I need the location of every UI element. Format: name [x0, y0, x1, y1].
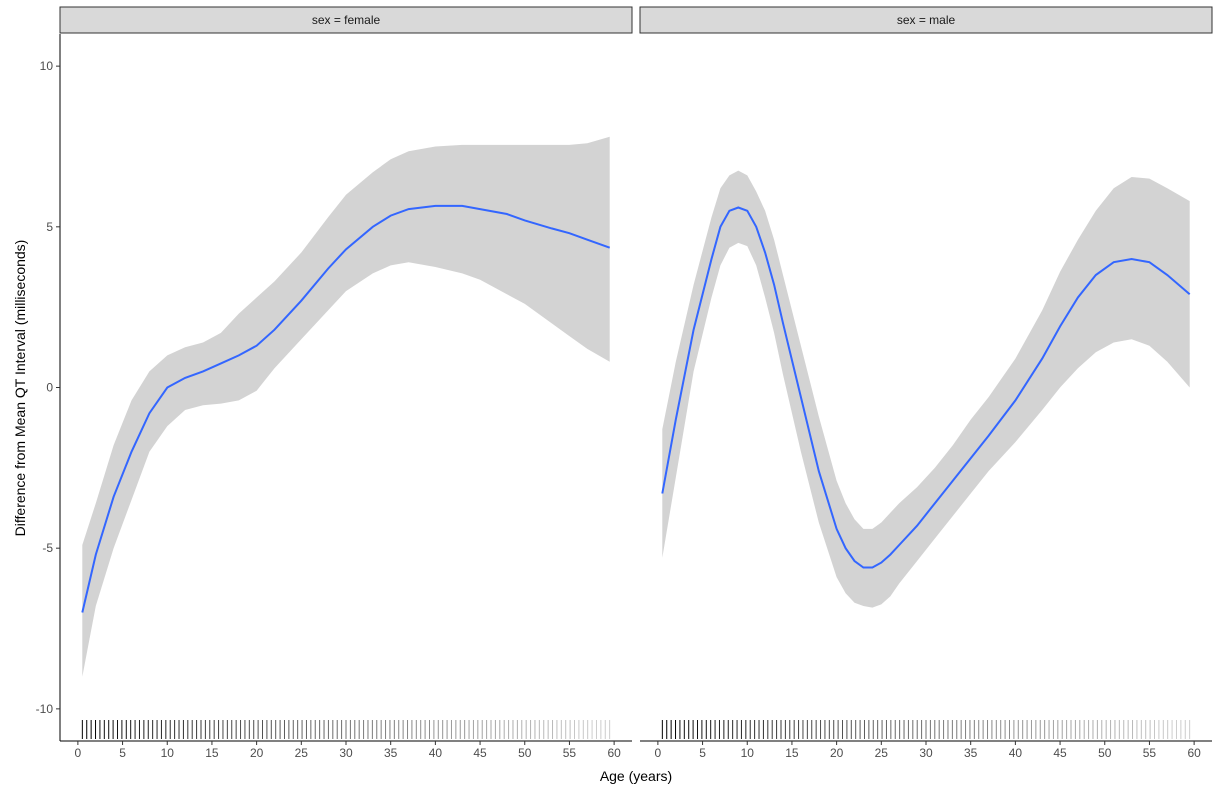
rug: [661, 720, 1191, 739]
x-tick-label: 50: [518, 746, 532, 760]
x-tick-label: 0: [655, 746, 662, 760]
facet-strip-label: sex = male: [897, 13, 956, 27]
x-tick-label: 45: [473, 746, 487, 760]
y-tick-label: -10: [36, 702, 54, 716]
y-tick-label: -5: [42, 541, 53, 555]
confidence-band: [82, 136, 610, 677]
x-tick-label: 20: [250, 746, 264, 760]
smooth-line: [81, 204, 611, 613]
x-axis-title: Age (years): [600, 768, 672, 784]
x-tick-label: 5: [119, 746, 126, 760]
y-axis-title: Difference from Mean QT Interval (millis…: [12, 240, 28, 537]
panel-female: sex = female 0 5 10 15 20 25 30 35 40 45 50 55 60: [59, 6, 633, 760]
facet-strip: [639, 6, 1213, 34]
x-tick-label: 35: [384, 746, 398, 760]
x-tick-label: 15: [785, 746, 799, 760]
axes-layer: -10 -5 0 5 10 sex = female 0 5 10 15 20 25 30 35 40 45 5…: [36, 6, 1213, 760]
facet-strip: [59, 6, 633, 34]
x-tick-label: 60: [1187, 746, 1201, 760]
x-tick-label: 10: [741, 746, 755, 760]
x-tick-label: 30: [919, 746, 933, 760]
rug: [81, 720, 611, 739]
confidence-band: [662, 170, 1190, 608]
y-tick-label: 10: [40, 59, 54, 73]
x-tick-label: 0: [75, 746, 82, 760]
y-tick-label: 0: [46, 381, 53, 395]
x-tick-label: 60: [607, 746, 621, 760]
x-tick-label: 35: [964, 746, 978, 760]
x-tick-label: 5: [699, 746, 706, 760]
x-tick-label: 55: [1143, 746, 1157, 760]
x-tick-label: 20: [830, 746, 844, 760]
y-tick-label: 5: [46, 220, 53, 234]
x-tick-label: 55: [563, 746, 577, 760]
panel-male: sex = male 0 5 10 15 20 25 30 35 40 45 50 55 60: [639, 6, 1213, 760]
facet-strip-label: sex = female: [312, 13, 381, 27]
x-tick-label: 50: [1098, 746, 1112, 760]
x-tick-label: 10: [161, 746, 175, 760]
x-tick-label: 15: [205, 746, 219, 760]
smooth-line: [661, 206, 1191, 569]
x-tick-label: 45: [1053, 746, 1067, 760]
x-tick-label: 30: [339, 746, 353, 760]
x-tick-label: 25: [875, 746, 889, 760]
x-tick-label: 40: [1009, 746, 1023, 760]
x-tick-label: 25: [295, 746, 309, 760]
x-tick-label: 40: [429, 746, 443, 760]
